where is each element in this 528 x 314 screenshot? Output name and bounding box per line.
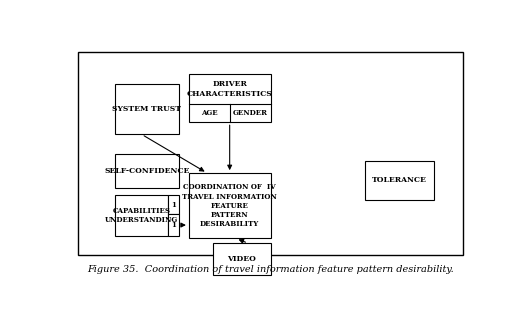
Text: CAPABILITIES
UNDERSTANDING: CAPABILITIES UNDERSTANDING bbox=[105, 207, 178, 224]
FancyBboxPatch shape bbox=[189, 74, 271, 122]
Text: GENDER: GENDER bbox=[233, 109, 268, 117]
FancyBboxPatch shape bbox=[115, 195, 168, 236]
Text: 1: 1 bbox=[171, 201, 176, 208]
Text: 1: 1 bbox=[171, 221, 176, 229]
Text: COORDINATION OF  IV
TRAVEL INFORMATION
FEATURE
PATTERN
DESIRABILITY: COORDINATION OF IV TRAVEL INFORMATION FE… bbox=[182, 183, 277, 228]
Text: DRIVER
CHARACTERISTICS: DRIVER CHARACTERISTICS bbox=[187, 80, 272, 98]
Text: AGE: AGE bbox=[201, 109, 218, 117]
FancyBboxPatch shape bbox=[168, 214, 178, 236]
FancyBboxPatch shape bbox=[168, 195, 178, 214]
Text: SELF-CONFIDENCE: SELF-CONFIDENCE bbox=[104, 167, 190, 175]
Text: VIDEO: VIDEO bbox=[228, 255, 257, 263]
FancyBboxPatch shape bbox=[365, 161, 434, 200]
Text: Figure 35.  Coordination of travel information feature pattern desirability.: Figure 35. Coordination of travel inform… bbox=[87, 265, 454, 274]
Text: TOLERANCE: TOLERANCE bbox=[372, 176, 427, 184]
FancyBboxPatch shape bbox=[213, 243, 271, 275]
FancyBboxPatch shape bbox=[115, 84, 178, 134]
FancyBboxPatch shape bbox=[189, 173, 271, 238]
Text: SYSTEM TRUST: SYSTEM TRUST bbox=[112, 105, 181, 113]
FancyBboxPatch shape bbox=[78, 52, 463, 255]
FancyBboxPatch shape bbox=[115, 154, 178, 187]
